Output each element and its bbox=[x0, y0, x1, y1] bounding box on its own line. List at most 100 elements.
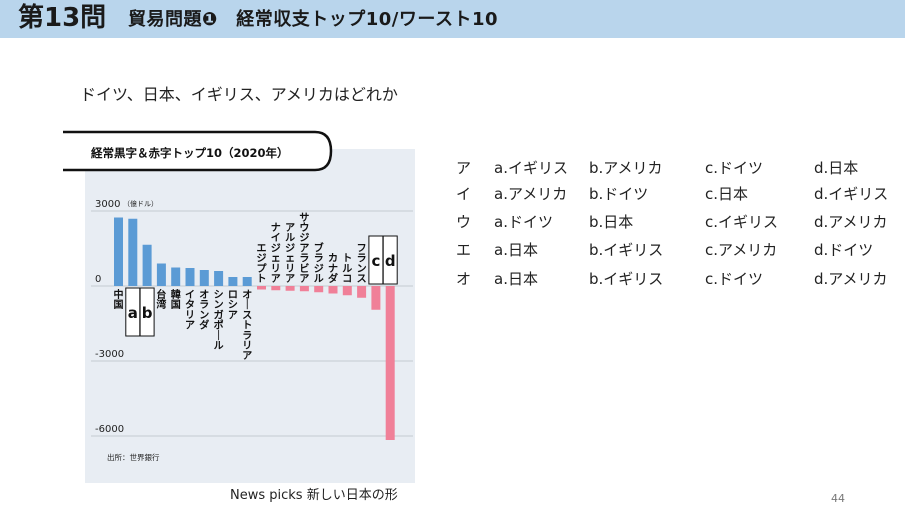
category-label-char: リ bbox=[271, 263, 281, 275]
y-tick-label: 0 bbox=[95, 274, 101, 285]
category-label-char: ジ bbox=[285, 242, 295, 254]
category-label-char: ジ bbox=[299, 232, 309, 244]
option-b: b.ドイツ bbox=[589, 185, 649, 203]
category-label-char: ビ bbox=[299, 262, 309, 275]
category-label-char: ラ bbox=[242, 330, 252, 342]
option-a: a.日本 bbox=[494, 270, 538, 288]
option-label: ウ bbox=[456, 213, 472, 231]
category-label-char: ン bbox=[199, 310, 209, 321]
option-c: c.イギリス bbox=[705, 213, 779, 231]
option-b: b.日本 bbox=[589, 213, 634, 231]
chart-title: 経常黒字＆赤字トップ10（2020年） bbox=[91, 146, 289, 160]
category-label-char: ｜ bbox=[214, 329, 224, 342]
category-label-char: プ bbox=[257, 262, 268, 275]
category-label-char: ジ bbox=[257, 253, 267, 265]
category-label-char: ト bbox=[242, 320, 252, 332]
category-label-char: ア bbox=[285, 222, 295, 234]
option-row[interactable]: オ a.日本 b.イギリス c.ドイツ d.アメリカ bbox=[456, 267, 905, 291]
category-label-char: オ bbox=[199, 289, 209, 301]
option-label: イ bbox=[456, 185, 472, 203]
slide-header: 第13問 貿易問題❶ 経常収支トップ10/ワースト10 bbox=[0, 0, 905, 38]
category-label-char: コ bbox=[342, 274, 352, 285]
category-label-char: 韓 bbox=[171, 288, 181, 301]
category-label: b bbox=[142, 304, 153, 322]
bar bbox=[128, 218, 138, 286]
question-number: 第13問 bbox=[18, 3, 107, 33]
bar bbox=[156, 263, 166, 286]
category-label-char: エ bbox=[257, 243, 267, 254]
option-c: c.ドイツ bbox=[705, 270, 764, 288]
category-label-char: 国 bbox=[114, 299, 124, 311]
category-label: d bbox=[385, 252, 396, 270]
category-label-char: ラ bbox=[314, 253, 324, 265]
category-label-char: リ bbox=[185, 309, 195, 321]
category-label-char: ｜ bbox=[242, 298, 252, 311]
option-row[interactable]: ウ a.ドイツ b.日本 c.イギリス d.アメリカ bbox=[456, 210, 905, 234]
option-row[interactable]: イ a.アメリカ b.ドイツ c.日本 d.イギリス bbox=[456, 182, 905, 206]
category-label-char: ジ bbox=[314, 263, 324, 275]
bar bbox=[328, 286, 338, 294]
option-d: d.イギリス bbox=[814, 185, 889, 203]
bar bbox=[199, 270, 209, 286]
category-label-char: リ bbox=[242, 340, 252, 352]
option-c: c.アメリカ bbox=[705, 241, 778, 259]
category-label-char: イ bbox=[185, 289, 195, 301]
bar bbox=[142, 244, 152, 286]
category-label-char: オ bbox=[242, 289, 252, 301]
category-label-char: ス bbox=[242, 309, 252, 321]
question-text: ドイツ、日本、イギリス、アメリカはどれか bbox=[80, 85, 398, 104]
category-box bbox=[382, 235, 398, 285]
category-label-char: 中 bbox=[114, 288, 124, 301]
category-label-char: ラ bbox=[299, 253, 309, 265]
category-label-char: シ bbox=[228, 299, 238, 311]
page-number: 44 bbox=[831, 492, 845, 505]
bar bbox=[214, 271, 224, 286]
category-label-char: 台 bbox=[156, 288, 166, 301]
category-label-char: ェ bbox=[271, 254, 281, 265]
category-label-char: ア bbox=[271, 273, 281, 285]
category-label-char: フ bbox=[357, 242, 367, 254]
category-label-char: ラ bbox=[199, 299, 209, 311]
category-label-char: ウ bbox=[299, 222, 309, 234]
category-label-char: ア bbox=[285, 273, 295, 285]
option-d: d.ドイツ bbox=[814, 241, 874, 259]
option-d: d.アメリカ bbox=[814, 213, 888, 231]
bar bbox=[185, 268, 195, 286]
category-label-char: ル bbox=[214, 341, 224, 352]
bar bbox=[314, 286, 324, 293]
option-c: c.ドイツ bbox=[705, 159, 764, 177]
chart-figure: 経常黒字＆赤字トップ10（2020年） 3000 0 -3000 -6000 （億ドル） 中… bbox=[63, 129, 415, 483]
option-row[interactable]: エ a.日本 b.イギリス c.アメリカ d.ドイツ bbox=[456, 238, 905, 262]
bar bbox=[299, 286, 309, 292]
category-label-char: ン bbox=[357, 264, 367, 275]
option-a: a.ドイツ bbox=[494, 213, 553, 231]
option-b: b.イギリス bbox=[589, 270, 664, 288]
bar bbox=[371, 286, 381, 310]
category-label-char: サ bbox=[299, 212, 309, 224]
bar bbox=[228, 277, 238, 286]
chart-source: 出所：世界銀行 bbox=[107, 452, 160, 462]
bar bbox=[271, 286, 281, 291]
bar bbox=[114, 217, 123, 286]
option-d: d.アメリカ bbox=[814, 270, 888, 288]
current-account-chart: 経常黒字＆赤字トップ10（2020年） 3000 0 -3000 -6000 （億ドル） 中… bbox=[63, 130, 415, 483]
category-label-char: 湾 bbox=[156, 298, 166, 311]
category-label: c bbox=[371, 252, 380, 270]
option-c: c.日本 bbox=[705, 185, 749, 203]
bar bbox=[385, 286, 395, 440]
category-label-char: イ bbox=[271, 232, 281, 244]
category-label-char: シ bbox=[214, 289, 224, 301]
option-label: エ bbox=[456, 241, 472, 259]
option-label: ア bbox=[456, 159, 472, 177]
bar bbox=[257, 286, 266, 290]
category-label-char: ト bbox=[342, 253, 352, 265]
category-label-char: ス bbox=[357, 273, 367, 285]
category-label-char: ル bbox=[342, 264, 352, 275]
category-label: a bbox=[128, 304, 138, 322]
category-label-char: ン bbox=[214, 300, 224, 311]
category-label-char: ジ bbox=[271, 242, 281, 254]
y-tick-label: -3000 bbox=[95, 349, 124, 360]
category-label-char: ェ bbox=[285, 254, 295, 265]
option-row[interactable]: ア a.イギリス b.アメリカ c.ドイツ d.日本 bbox=[456, 156, 905, 180]
category-label-char: ガ bbox=[214, 308, 224, 321]
